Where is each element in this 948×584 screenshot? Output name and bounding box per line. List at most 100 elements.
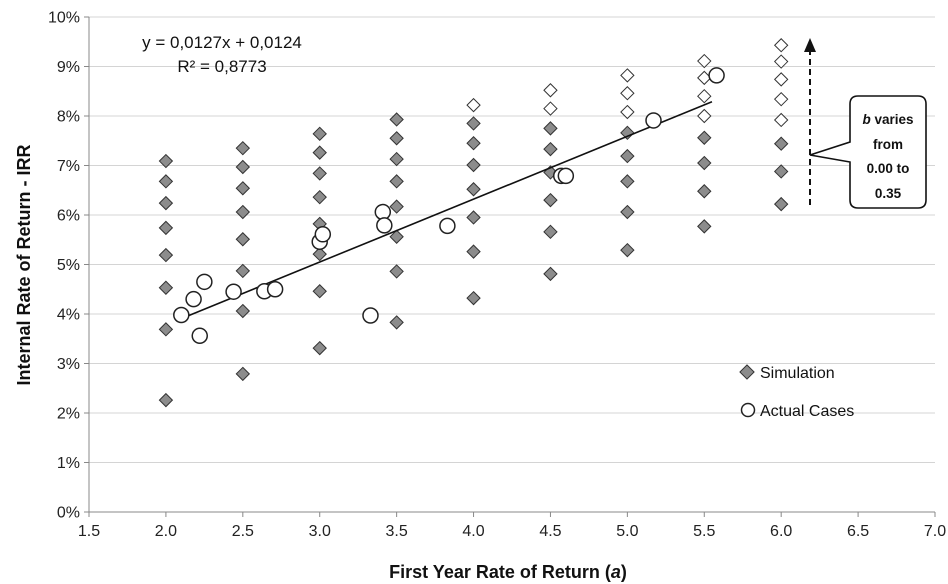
x-axis-title-close: ) (621, 562, 627, 582)
callout-line-3: 0.00 to (867, 161, 910, 176)
r-squared-label: R² = 0,8773 (177, 57, 266, 76)
simulation-point (466, 290, 481, 306)
simulation-point (389, 199, 404, 214)
simulation-point (697, 219, 712, 234)
simulation-point (620, 86, 635, 101)
simulation-point (158, 220, 174, 236)
x-tick-label: 4.5 (539, 523, 561, 540)
x-tick-label: 6.0 (770, 523, 792, 540)
simulation-point (620, 242, 635, 258)
simulation-point (158, 322, 174, 337)
simulation-point (235, 159, 251, 175)
simulation-point (773, 164, 789, 179)
x-tick-label: 4.0 (462, 523, 484, 540)
simulation-point (773, 136, 789, 151)
x-tick-label: 5.5 (693, 523, 715, 540)
simulation-point (466, 97, 481, 113)
x-axis-title-symbol: a (611, 562, 621, 582)
simulation-point (389, 131, 404, 146)
simulation-point (158, 392, 174, 408)
x-tick-label: 2.5 (232, 523, 254, 540)
simulation-point (697, 53, 712, 69)
y-tick-label: 10% (48, 10, 80, 27)
simulation-point (543, 224, 558, 240)
simulation-point (158, 174, 174, 189)
simulation-point (620, 68, 635, 83)
x-tick-label: 3.0 (309, 523, 331, 540)
simulation-point (543, 101, 558, 116)
actual-case-point (557, 167, 575, 185)
callout-box (809, 95, 927, 209)
simulation-point (697, 108, 712, 124)
legend-simulation-marker (739, 364, 755, 380)
legend-actual-marker (740, 402, 756, 418)
y-tick-label: 9% (57, 59, 80, 76)
actual-case-point (362, 307, 379, 324)
simulation-point (235, 263, 251, 279)
x-tick-label: 7.0 (924, 523, 946, 540)
y-tick-label: 6% (57, 208, 80, 225)
trendline (180, 100, 713, 320)
simulation-point (466, 244, 481, 259)
y-tick-label: 4% (57, 307, 80, 324)
actual-case-point (374, 203, 392, 221)
actual-case-point (645, 112, 662, 129)
simulation-point (620, 104, 635, 120)
simulation-point (543, 192, 558, 208)
simulation-point (697, 155, 712, 171)
simulation-point (312, 126, 327, 142)
simulation-point (773, 54, 789, 69)
y-tick-label: 3% (57, 356, 80, 373)
x-axis-title-main: First Year Rate of Return ( (389, 562, 611, 582)
simulation-point (466, 182, 481, 197)
simulation-point (773, 72, 789, 87)
simulation-point (543, 141, 558, 157)
actual-case-point (196, 273, 213, 291)
simulation-point (543, 266, 558, 282)
simulation-point (158, 195, 174, 211)
simulation-point (158, 280, 174, 295)
simulation-point (312, 284, 327, 299)
x-tick-label: 3.5 (386, 523, 408, 540)
simulation-point (235, 181, 251, 196)
simulation-point (389, 151, 404, 167)
x-tick-labels: 1.5 2.0 2.5 3.0 3.5 4.0 4.5 5.0 5.5 6.0 6.5 7.0 (78, 523, 946, 540)
y-tick-label: 2% (57, 406, 80, 423)
simulation-point (466, 136, 481, 151)
actual-cases-series (173, 67, 725, 345)
simulation-point (620, 174, 635, 189)
callout-varies: varies (871, 112, 914, 127)
callout-line-2: from (873, 137, 903, 152)
simulation-point (543, 83, 558, 98)
x-tick-label: 1.5 (78, 523, 100, 540)
simulation-point (773, 91, 789, 107)
simulation-point (158, 153, 174, 169)
axes (84, 16, 936, 517)
callout-line-4: 0.35 (875, 186, 902, 201)
simulation-point (773, 196, 789, 212)
gridlines (89, 16, 935, 463)
simulation-point (235, 366, 251, 382)
y-tick-label: 0% (57, 505, 80, 522)
y-tick-label: 8% (57, 109, 80, 126)
simulation-point (697, 88, 712, 104)
simulation-point (466, 210, 481, 225)
y-axis-title: Internal Rate of Return - IRR (14, 144, 34, 385)
simulation-point (466, 157, 481, 173)
simulation-point (773, 38, 789, 53)
x-axis-title: First Year Rate of Return (a) (389, 562, 627, 582)
simulation-point (235, 140, 251, 156)
simulation-point (620, 204, 635, 220)
simulation-point (312, 189, 327, 205)
simulation-point (312, 340, 327, 356)
actual-case-point (225, 283, 242, 300)
y-tick-label: 5% (57, 257, 80, 274)
legend-actual-label: Actual Cases (760, 403, 854, 420)
actual-case-point (173, 306, 190, 324)
simulation-series (158, 38, 789, 408)
simulation-point (389, 315, 404, 330)
y-tick-labels: 0% 1% 2% 3% 4% 5% 6% 7% 8% 9% 10% (48, 10, 80, 522)
callout-b-symbol: b (862, 112, 870, 127)
actual-case-point (191, 327, 208, 345)
simulation-point (235, 303, 251, 319)
